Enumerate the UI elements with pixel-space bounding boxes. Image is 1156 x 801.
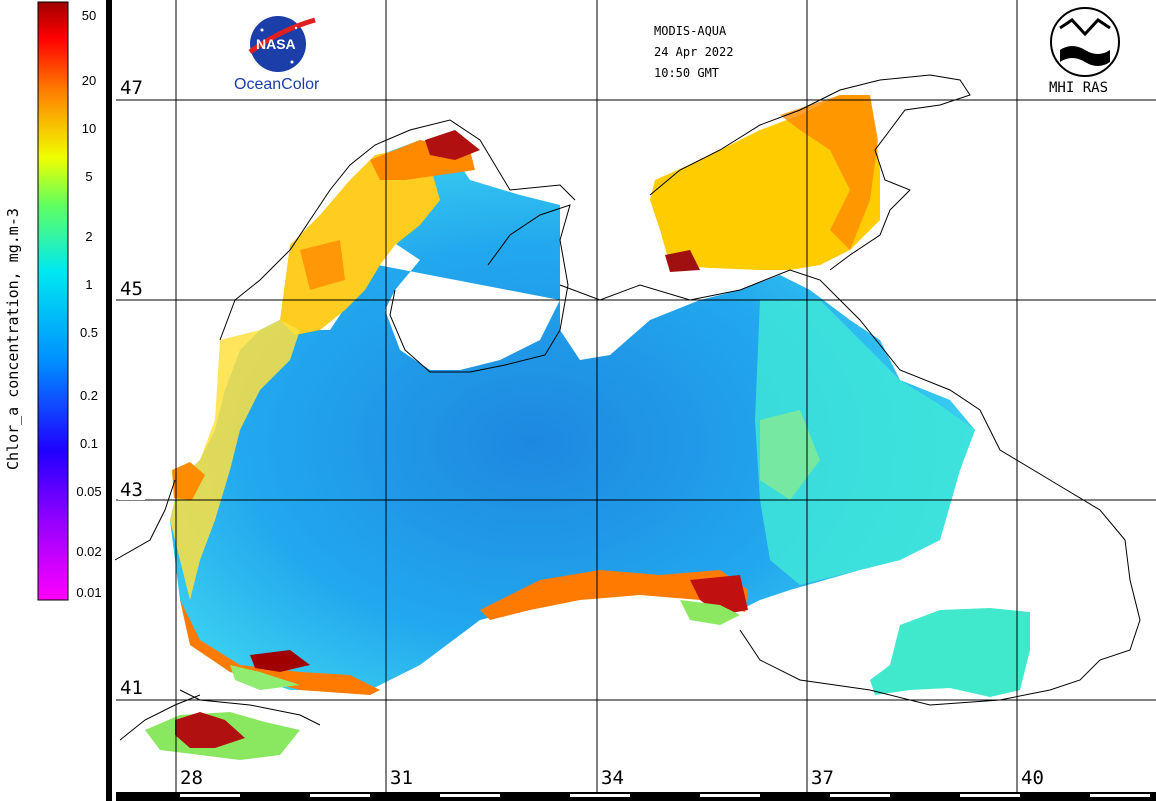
- bottom-axis: [116, 792, 1156, 801]
- lat-label-47: 47: [118, 77, 145, 99]
- sensor-label: MODIS-AQUA: [654, 24, 727, 38]
- west-coast-bloom: [170, 320, 300, 600]
- colorbar-title: Chlor_a concentration, mg.m-3: [4, 208, 22, 470]
- colorbar-tick: 50: [81, 8, 97, 23]
- colorbar-gradient: [37, 1, 69, 601]
- nasa-logo: [248, 16, 316, 72]
- colorbar-tick: 1: [85, 277, 93, 292]
- colorbar-tick: 0.5: [79, 325, 99, 340]
- lat-label-45: 45: [118, 278, 145, 300]
- mhi-ras-logo: [1050, 7, 1120, 77]
- lon-label-31: 31: [388, 767, 415, 789]
- lon-label-37: 37: [809, 767, 836, 789]
- left-axis: [106, 0, 112, 801]
- colorbar-tick: 5: [85, 169, 93, 184]
- colorbar-tick: 0.05: [76, 484, 102, 499]
- colorbar-tick: 20: [81, 73, 97, 88]
- lon-label-28: 28: [178, 767, 205, 789]
- colorbar-tick: 0.1: [79, 436, 99, 451]
- date-label: 24 Apr 2022: [654, 45, 734, 59]
- colorbar-tick: 0.01: [76, 585, 102, 600]
- colorbar-tick: 10: [81, 121, 97, 136]
- colorbar-tick: 2: [85, 229, 93, 244]
- northwest-shelf: [280, 150, 440, 335]
- colorbar-tick: 0.2: [79, 388, 99, 403]
- mhi-ras-label: MHI RAS: [1049, 80, 1109, 96]
- lat-label-43: 43: [118, 479, 145, 501]
- lon-label-40: 40: [1019, 767, 1046, 789]
- nasa-badge-text: NASA: [256, 36, 296, 52]
- lat-label-41: 41: [118, 677, 145, 699]
- lon-label-34: 34: [599, 767, 626, 789]
- time-label: 10:50 GMT: [654, 66, 720, 80]
- south-coast-bloom: [480, 570, 748, 620]
- oceancolor-label: OceanColor: [234, 76, 320, 93]
- eastern-basin: [755, 300, 975, 585]
- colorbar-tick: 0.02: [76, 544, 102, 559]
